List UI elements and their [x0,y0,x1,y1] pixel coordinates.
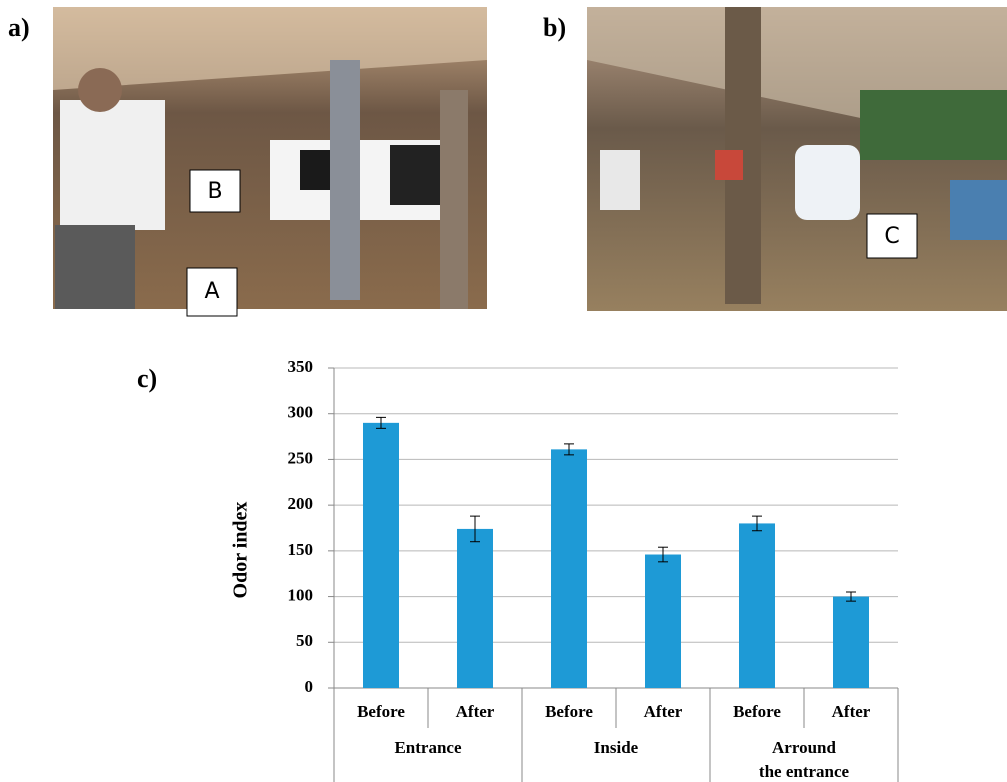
bar [457,528,493,688]
y-tick-label: 100 [288,585,314,604]
panel-label: a) [8,13,30,42]
x-tick-label: After [456,702,495,721]
y-tick-label: 200 [288,494,314,513]
group-label: the entrance [759,762,850,781]
group-label: Inside [594,738,639,757]
bar [645,554,681,688]
y-tick-label: 350 [288,357,314,376]
y-tick-label: 0 [305,677,314,696]
panel-label: c) [137,364,157,393]
marker: C [884,224,899,249]
bar [739,523,775,688]
y-tick-label: 250 [288,448,314,467]
group-label: Entrance [394,738,462,757]
panel-label: b) [543,13,566,42]
bar [551,449,587,688]
marker-box [189,169,241,213]
marker-box [866,213,918,259]
marker-box [186,267,238,317]
group-label: Arround [772,738,836,757]
x-tick-label: Before [545,702,593,721]
x-tick-label: Before [357,702,405,721]
y-axis-label: Odor index [230,502,252,599]
plot: 0 50 100 150 200 250 300 350 Before After Before Af… [288,357,899,782]
x-tick-label: After [644,702,683,721]
x-tick-label: Before [733,702,781,721]
bar [833,596,869,688]
x-tick-label: After [832,702,871,721]
y-tick-label: 50 [296,631,313,650]
photo-b [587,7,1007,311]
photo-a [53,7,487,309]
marker: A [204,279,219,304]
y-tick-label: 150 [288,540,314,559]
bar [363,422,399,688]
marker: B [207,179,222,204]
y-tick-label: 300 [288,403,314,422]
